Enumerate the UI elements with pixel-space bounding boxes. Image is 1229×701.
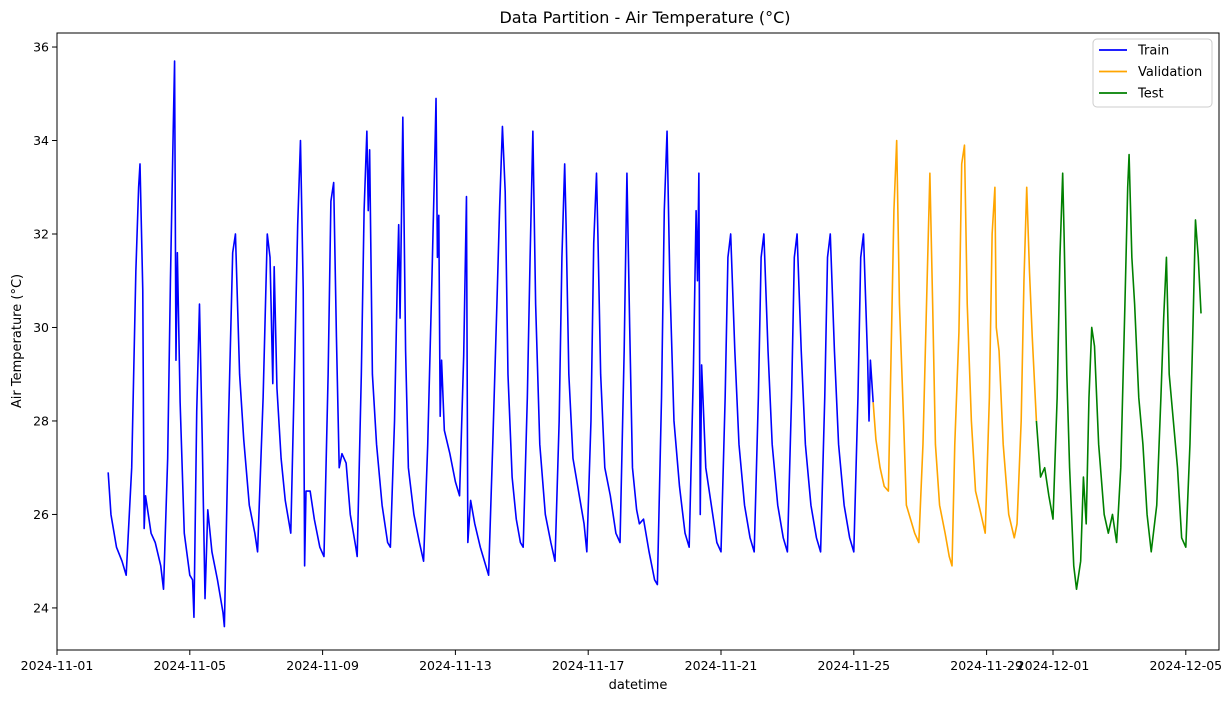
x-tick-label: 2024-12-05 — [1149, 658, 1222, 673]
x-tick-label: 2024-11-17 — [552, 658, 625, 673]
x-axis-label: datetime — [609, 678, 668, 693]
x-tick-label: 2024-11-05 — [153, 658, 226, 673]
legend-label-train: Train — [1137, 44, 1169, 59]
legend-label-validation: Validation — [1138, 65, 1202, 80]
y-tick-label: 32 — [33, 226, 49, 241]
series-line-validation — [872, 139, 1038, 567]
x-tick-label: 2024-12-01 — [1017, 658, 1090, 673]
x-tick-label: 2024-11-21 — [685, 658, 758, 673]
y-tick-label: 30 — [33, 320, 49, 335]
x-tick-label: 2024-11-29 — [950, 658, 1023, 673]
y-axis-label: Air Temperature (°C) — [10, 274, 25, 408]
series-line-train — [107, 60, 874, 628]
x-tick-label: 2024-11-13 — [419, 658, 492, 673]
y-tick-label: 26 — [33, 507, 49, 522]
x-tick-label: 2024-11-01 — [21, 658, 94, 673]
legend-box — [1092, 38, 1213, 108]
y-tick-label: 36 — [33, 40, 49, 55]
legend: Train Validation Test — [1092, 38, 1213, 108]
x-tick-label: 2024-11-09 — [286, 658, 359, 673]
y-axis: 24 26 28 30 32 34 36 — [33, 40, 57, 615]
y-tick-label: 28 — [33, 413, 49, 428]
legend-label-test: Test — [1137, 87, 1164, 102]
y-tick-label: 34 — [33, 133, 49, 148]
x-tick-label: 2024-11-25 — [817, 658, 890, 673]
y-tick-label: 24 — [33, 600, 49, 615]
x-axis: 2024-11-01 2024-11-05 2024-11-09 2024-11-13… — [21, 650, 1222, 673]
plot-lines — [107, 60, 1202, 628]
series-line-test — [1035, 153, 1202, 591]
plot-frame — [56, 32, 1220, 651]
chart-title: Data Partition - Air Temperature (°C) — [499, 8, 790, 27]
